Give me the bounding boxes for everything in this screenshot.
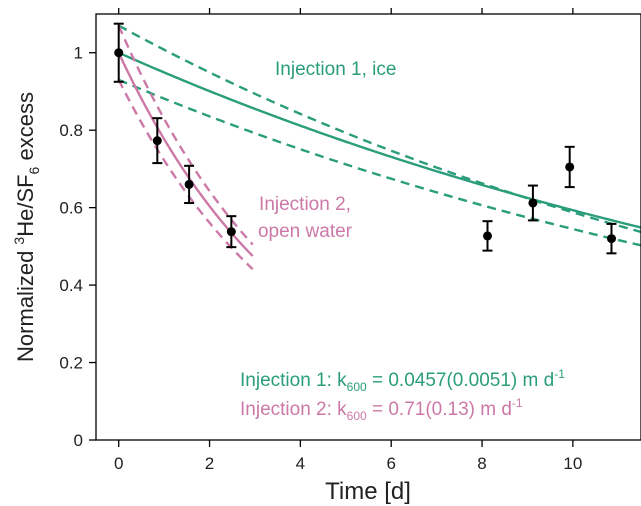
eq1-sup: -1 [554, 367, 565, 381]
y-label-prefix: Normalized [13, 245, 38, 362]
open-fit-upper-bound-line [117, 25, 254, 246]
open-water-series-label-line1: Injection 2, [259, 194, 351, 215]
x-axis: 0 2 4 6 8 10 [114, 8, 582, 473]
eq1-prefix: Injection 1: k [240, 370, 347, 391]
eq1-mid: = 0.0457(0.0051) m d [367, 370, 555, 391]
y-tick-label: 0.4 [59, 276, 83, 295]
plot-area [113, 22, 641, 271]
data-point [114, 48, 124, 58]
data-point [184, 179, 194, 189]
ice-series-label: Injection 1, ice [275, 59, 396, 80]
data-point [226, 227, 236, 237]
data-point [565, 162, 575, 172]
x-tick-label: 10 [563, 454, 582, 473]
data-point [152, 136, 162, 146]
y-tick-label: 0 [74, 431, 83, 450]
y-label-mid: He/SF [13, 174, 38, 236]
data-point [482, 231, 492, 241]
y-tick-label: 0.8 [59, 121, 83, 140]
x-tick-label: 6 [386, 454, 395, 473]
equation-injection-2: Injection 2: k600 = 0.71(0.13) m d-1 [240, 396, 523, 423]
x-tick-label: 4 [296, 454, 305, 473]
eq2-prefix: Injection 2: k [240, 399, 347, 420]
ice-fit-line [118, 51, 641, 229]
x-tick-label: 2 [205, 454, 214, 473]
open-water-series-label-line2: open water [258, 221, 353, 242]
y-axis: 0 0.2 0.4 0.6 0.8 1 [59, 44, 96, 450]
plot-frame [95, 13, 641, 441]
y-label-sub: 6 [26, 166, 42, 174]
data-point [528, 198, 538, 208]
eq1-sub: 600 [347, 380, 367, 394]
ice-fit-upper-bound-line [118, 24, 641, 234]
equation-injection-1: Injection 1: k600 = 0.0457(0.0051) m d-1 [240, 367, 565, 394]
y-label-suffix: excess [13, 92, 38, 167]
eq2-sub: 600 [347, 409, 367, 423]
data-point [606, 234, 616, 244]
y-label-sup: 3 [11, 237, 27, 245]
x-tick-label: 8 [477, 454, 486, 473]
x-axis-label: Time [d] [325, 478, 411, 505]
y-tick-label: 0.6 [59, 199, 83, 218]
y-tick-label: 0.2 [59, 354, 83, 373]
eq2-sup: -1 [512, 396, 523, 410]
x-tick-label: 0 [114, 454, 123, 473]
ice-fit-lower-bound-line [118, 78, 641, 247]
eq2-mid: = 0.71(0.13) m d [367, 399, 512, 420]
y-tick-label: 1 [74, 44, 83, 63]
y-axis-label: Normalized 3He/SF6 excess [11, 92, 42, 362]
